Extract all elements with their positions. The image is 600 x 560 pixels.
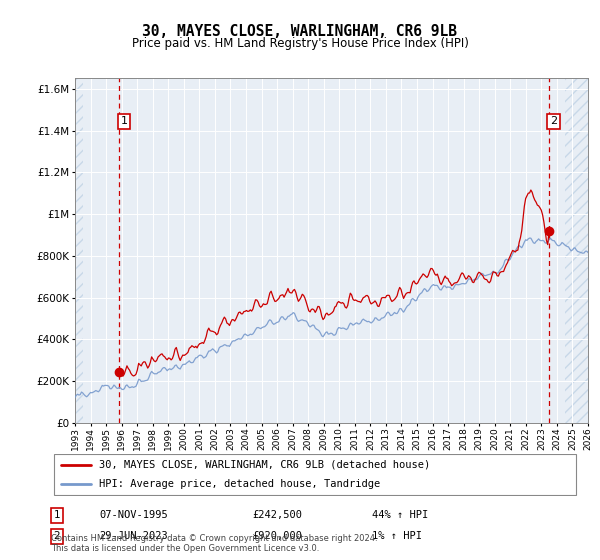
Text: 30, MAYES CLOSE, WARLINGHAM, CR6 9LB: 30, MAYES CLOSE, WARLINGHAM, CR6 9LB bbox=[143, 24, 458, 39]
Text: 1: 1 bbox=[121, 116, 127, 127]
Text: 1: 1 bbox=[53, 510, 61, 520]
Text: 2: 2 bbox=[53, 531, 61, 542]
Text: £242,500: £242,500 bbox=[252, 510, 302, 520]
Text: 2: 2 bbox=[550, 116, 557, 127]
Text: Price paid vs. HM Land Registry's House Price Index (HPI): Price paid vs. HM Land Registry's House … bbox=[131, 37, 469, 50]
Bar bbox=[75, 78, 83, 423]
Text: 30, MAYES CLOSE, WARLINGHAM, CR6 9LB (detached house): 30, MAYES CLOSE, WARLINGHAM, CR6 9LB (de… bbox=[98, 460, 430, 470]
Text: 44% ↑ HPI: 44% ↑ HPI bbox=[372, 510, 428, 520]
Bar bbox=[565, 78, 588, 423]
Text: HPI: Average price, detached house, Tandridge: HPI: Average price, detached house, Tand… bbox=[98, 479, 380, 489]
Text: Contains HM Land Registry data © Crown copyright and database right 2024.
This d: Contains HM Land Registry data © Crown c… bbox=[51, 534, 377, 553]
FancyBboxPatch shape bbox=[53, 455, 577, 495]
Text: 1% ↑ HPI: 1% ↑ HPI bbox=[372, 531, 422, 542]
Text: 29-JUN-2023: 29-JUN-2023 bbox=[99, 531, 168, 542]
Text: 07-NOV-1995: 07-NOV-1995 bbox=[99, 510, 168, 520]
Text: £920,000: £920,000 bbox=[252, 531, 302, 542]
